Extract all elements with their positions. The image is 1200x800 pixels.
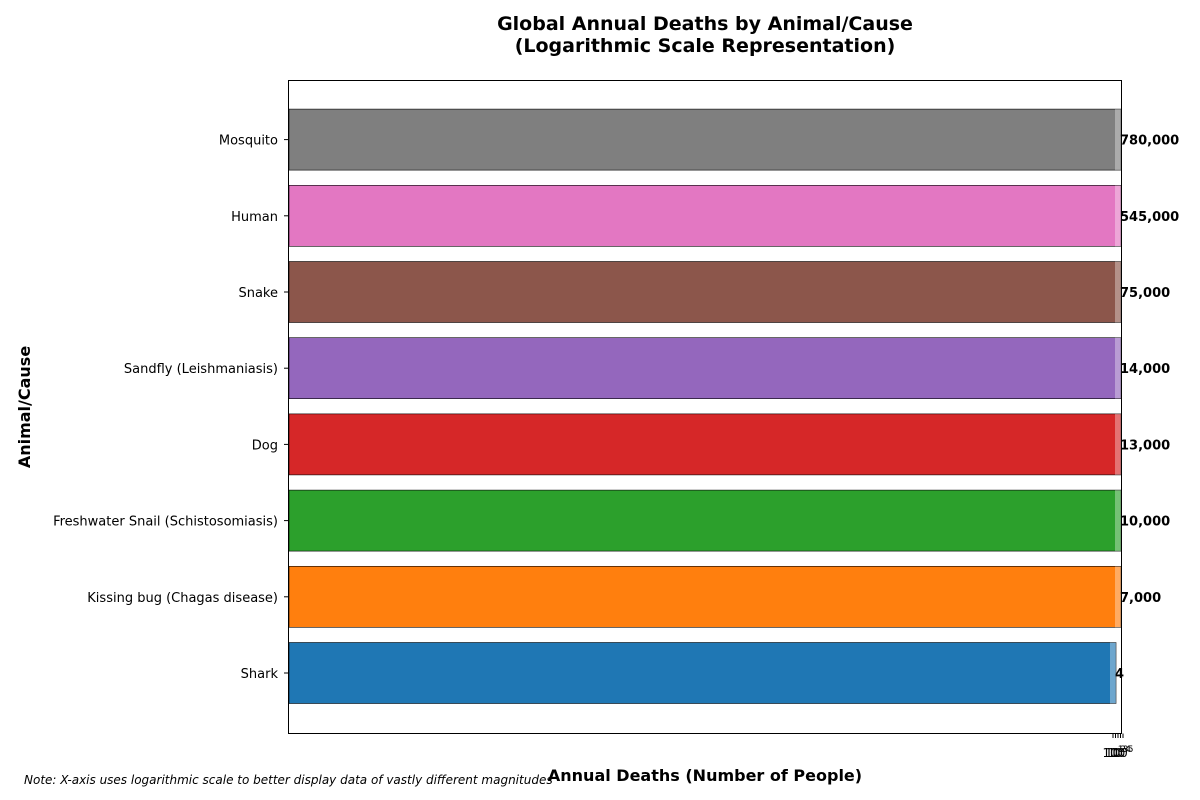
bars-group	[288, 108, 1122, 704]
value-label-1: 7,000	[1120, 591, 1161, 606]
bar-7	[288, 108, 1122, 171]
x-tick-label-0: 101	[1102, 745, 1123, 760]
value-label-4: 14,000	[1120, 362, 1170, 377]
chart-title: Global Annual Deaths by Animal/Cause	[497, 13, 913, 35]
bar-1	[288, 565, 1122, 628]
category-label-1: Kissing bug (Chagas disease)	[87, 591, 278, 606]
bar-highlight-1	[1115, 566, 1121, 628]
category-label-0: Shark	[241, 667, 279, 682]
category-label-5: Snake	[238, 286, 278, 301]
bar-5	[288, 261, 1122, 323]
x-tick-label-3: 104	[1110, 745, 1131, 760]
bar-2	[288, 489, 1122, 552]
footnote: Note: X-axis uses logarithmic scale to b…	[24, 773, 553, 787]
category-label-7: Mosquito	[219, 134, 278, 149]
x-tick-label-1: 102	[1105, 745, 1126, 760]
bar-highlight-5	[1115, 261, 1121, 323]
value-labels-group: 4 7,000 10,000 13,000 14,000 75,000 545,000 780…	[1115, 134, 1179, 682]
x-tick-label-4: 105	[1112, 745, 1133, 760]
value-label-5: 75,000	[1120, 286, 1170, 301]
value-label-0: 4	[1115, 667, 1124, 682]
value-label-6: 545,000	[1120, 210, 1179, 225]
bar-3	[288, 413, 1122, 476]
bar-4	[288, 337, 1122, 400]
category-label-3: Dog	[252, 438, 278, 453]
value-label-3: 13,000	[1120, 438, 1170, 453]
category-label-4: Sandfly (Leishmaniasis)	[124, 362, 278, 377]
bar-highlight-0	[1110, 642, 1116, 704]
bar-6	[288, 185, 1122, 247]
y-axis-title: Animal/Cause	[15, 346, 34, 469]
category-labels-group: Shark Kissing bug (Chagas disease) Freshwa…	[53, 134, 289, 682]
category-label-2: Freshwater Snail (Schistosomiasis)	[53, 515, 278, 530]
chart-subtitle: (Logarithmic Scale Representation)	[515, 35, 896, 57]
bar-highlight-7	[1115, 109, 1121, 171]
bar-highlight-4	[1115, 337, 1121, 399]
bar-highlight-3	[1115, 413, 1121, 475]
value-label-2: 10,000	[1120, 515, 1170, 530]
x-tick-label-2: 103	[1107, 745, 1128, 760]
value-label-7: 780,000	[1120, 134, 1179, 149]
category-label-6: Human	[231, 210, 278, 225]
bar-highlight-2	[1115, 490, 1121, 552]
bar-highlight-6	[1115, 185, 1121, 247]
plot-area	[288, 80, 1122, 734]
bar-0	[288, 642, 1117, 704]
x-axis-title: Annual Deaths (Number of People)	[548, 766, 862, 785]
